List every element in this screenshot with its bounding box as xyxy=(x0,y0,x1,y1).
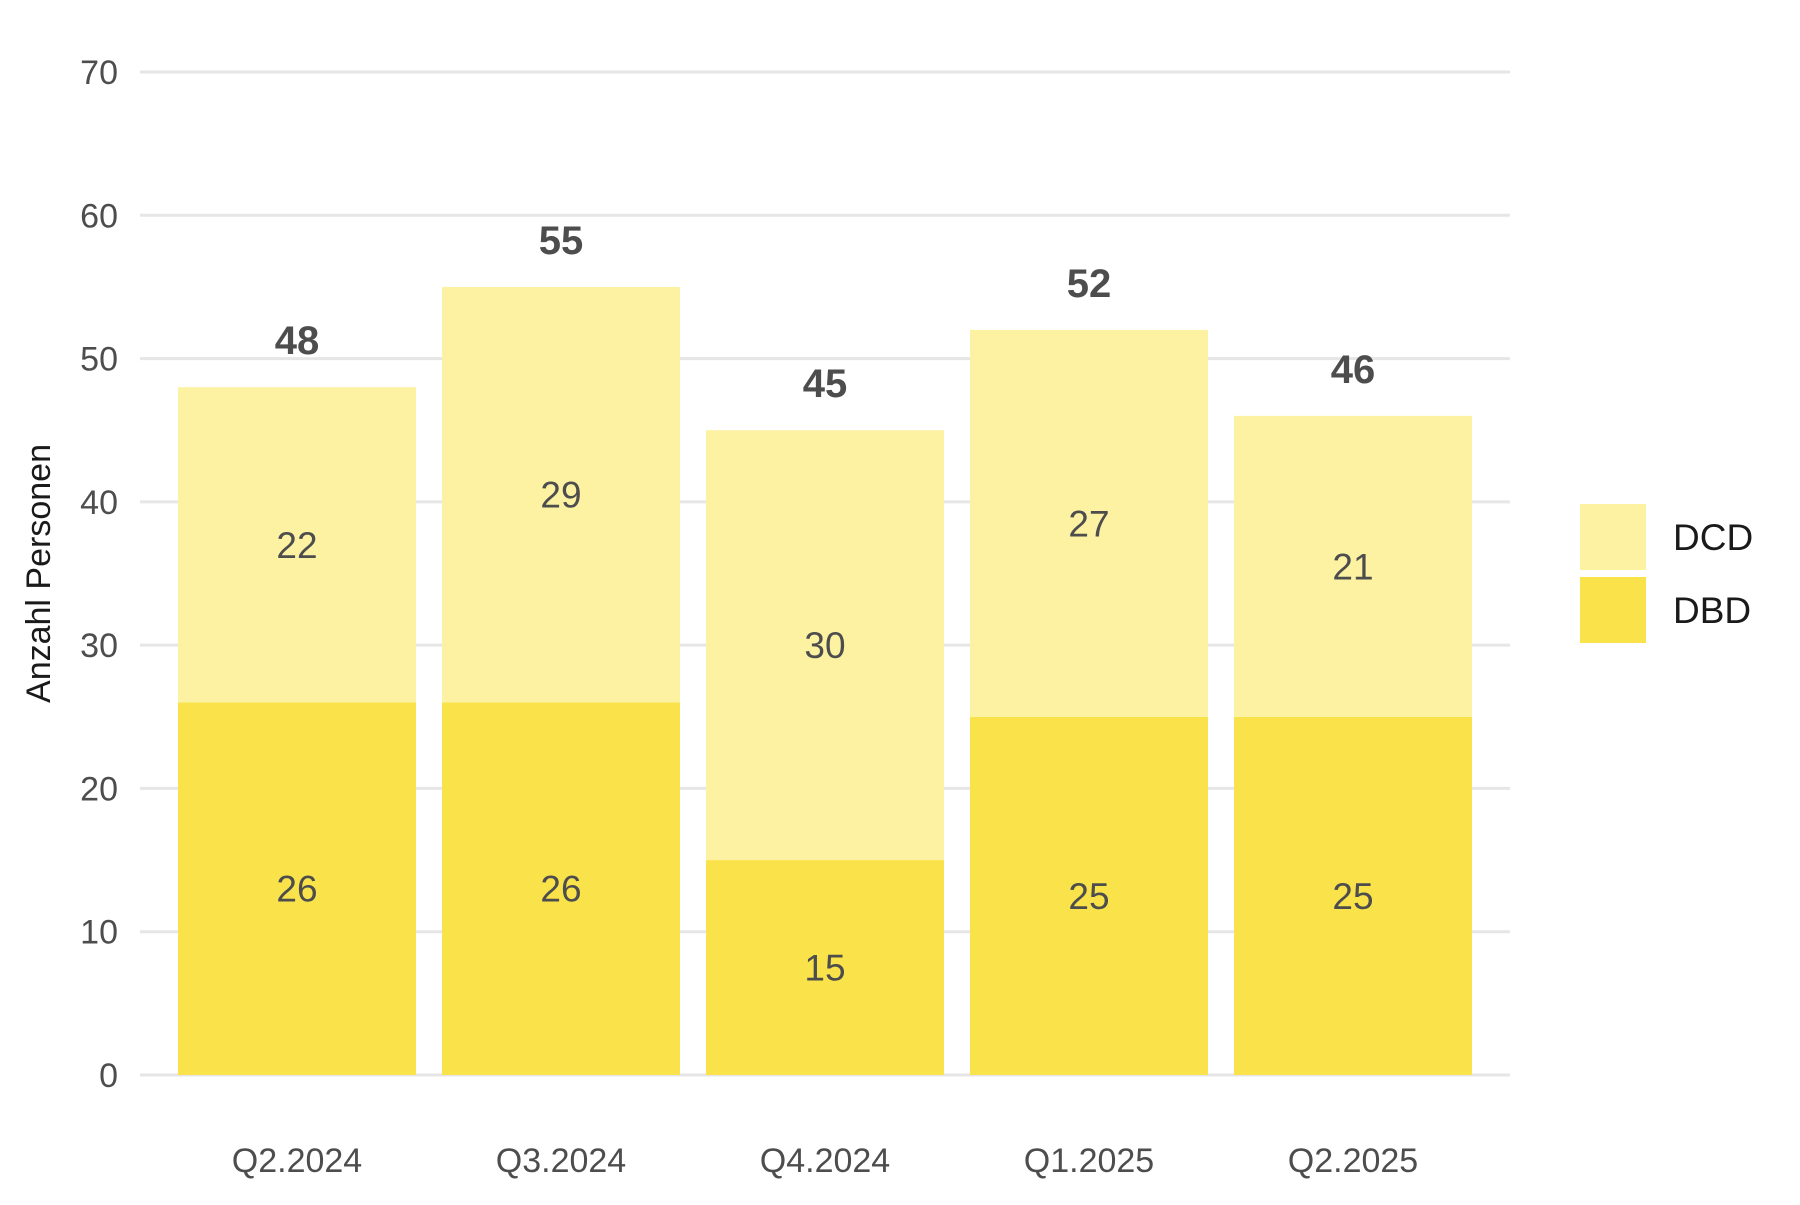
x-tick-label: Q1.2025 xyxy=(1024,1142,1154,1180)
segment-value-label: 29 xyxy=(540,475,581,516)
segment-value-label: 26 xyxy=(540,869,581,910)
bars xyxy=(178,286,1472,1075)
y-tick-label: 70 xyxy=(80,54,118,92)
bar-segment-dbd xyxy=(178,702,416,1075)
segment-value-label: 30 xyxy=(804,625,845,666)
y-tick-label: 20 xyxy=(80,770,118,808)
segment-value-label: 21 xyxy=(1332,546,1373,587)
segment-value-label: 15 xyxy=(804,948,845,989)
data-labels: 26 22 48 26 29 55 15 30 45 25 27 52 25 21 46 xyxy=(275,219,1376,989)
bar-segment-dcd xyxy=(970,329,1208,717)
total-value-label: 48 xyxy=(275,319,320,363)
bar-segment-dbd xyxy=(706,860,944,1075)
legend-swatch-dcd xyxy=(1580,504,1646,570)
bar-segment-dbd xyxy=(442,702,680,1075)
segment-value-label: 25 xyxy=(1068,876,1109,917)
segment-value-label: 26 xyxy=(276,869,317,910)
y-tick-label: 10 xyxy=(80,914,118,952)
y-tick-label: 0 xyxy=(99,1057,118,1095)
segment-value-label: 27 xyxy=(1068,503,1109,544)
axes: 0 10 20 30 40 50 60 70 Anzahl Personen Q2.2024 Q3.… xyxy=(20,54,1418,1180)
bar-segment-dcd xyxy=(442,286,680,703)
total-value-label: 55 xyxy=(539,219,584,263)
segment-value-label: 25 xyxy=(1332,876,1373,917)
total-value-label: 52 xyxy=(1067,262,1112,306)
bar-segment-dcd xyxy=(1234,415,1472,717)
legend-swatch-dbd xyxy=(1580,577,1646,643)
x-tick-label: Q2.2025 xyxy=(1288,1142,1418,1180)
bar-segment-dbd xyxy=(970,716,1208,1075)
bar-segment-dbd xyxy=(1234,716,1472,1075)
y-tick-label: 60 xyxy=(80,197,118,235)
y-tick-label: 40 xyxy=(80,484,118,522)
x-tick-label: Q4.2024 xyxy=(760,1142,890,1180)
legend-label-dbd: DBD xyxy=(1673,590,1751,631)
x-tick-label: Q2.2024 xyxy=(232,1142,362,1180)
total-value-label: 46 xyxy=(1331,348,1376,392)
legend-label-dcd: DCD xyxy=(1673,517,1753,558)
x-tick-label: Q3.2024 xyxy=(496,1142,626,1180)
y-tick-label: 30 xyxy=(80,627,118,665)
y-tick-label: 50 xyxy=(80,341,118,379)
total-value-label: 45 xyxy=(803,362,848,406)
bar-segment-dcd xyxy=(706,430,944,861)
bar-segment-dcd xyxy=(178,387,416,703)
segment-value-label: 22 xyxy=(276,525,317,566)
legend: DCD DBD xyxy=(1580,504,1753,643)
y-axis-title: Anzahl Personen xyxy=(20,444,58,703)
